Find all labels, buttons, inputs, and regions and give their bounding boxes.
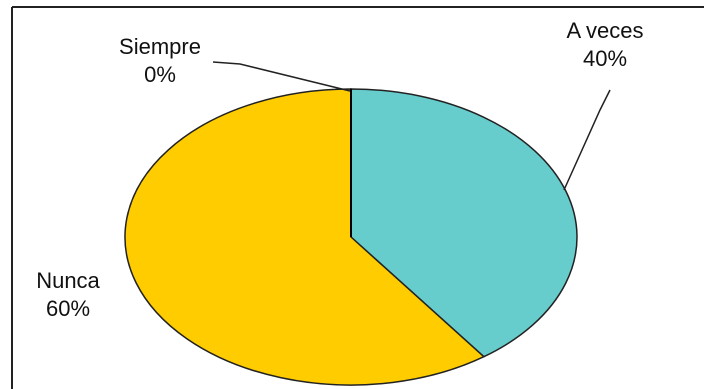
label-nunca: Nunca bbox=[36, 268, 100, 293]
label-a-veces-percent: 40% bbox=[583, 46, 627, 71]
label-siempre-percent: 0% bbox=[144, 62, 176, 87]
label-nunca-percent: 60% bbox=[46, 296, 90, 321]
label-siempre: Siempre bbox=[119, 34, 201, 59]
slice-nunca bbox=[124, 88, 486, 386]
leader-line-a-veces bbox=[563, 89, 611, 191]
label-a-veces: A veces bbox=[566, 18, 643, 43]
leader-line-siempre bbox=[212, 61, 351, 92]
pie-slices bbox=[124, 88, 578, 386]
slice-a-veces bbox=[350, 88, 578, 358]
